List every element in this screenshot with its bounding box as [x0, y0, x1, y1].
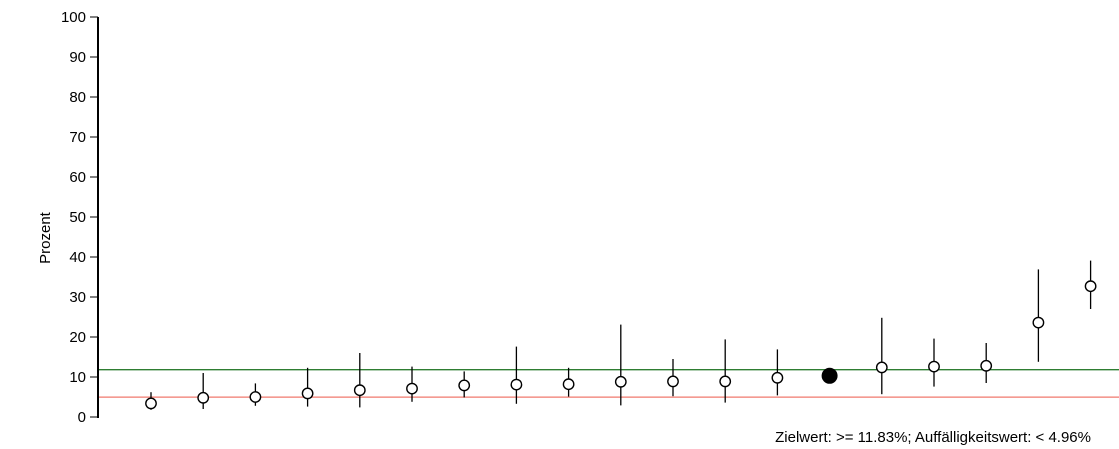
y-tick-label: 90: [69, 49, 86, 66]
chart-caption: Zielwert: >= 11.83%; Auffälligkeitswert:…: [775, 429, 1091, 446]
data-point: [301, 387, 314, 400]
reference-lines: [99, 369, 1119, 398]
data-point: [510, 378, 523, 391]
data-point: [458, 379, 471, 392]
data-point: [928, 360, 940, 373]
data-point: [1084, 280, 1097, 293]
y-tick-label: 20: [69, 329, 86, 346]
y-tick-label: 40: [69, 249, 86, 266]
y-tick-label: 30: [69, 289, 86, 306]
data-point: [667, 375, 679, 388]
data-points: [145, 260, 1097, 410]
data-point: [771, 371, 784, 384]
y-tick-label: 50: [69, 209, 86, 226]
data-point: [353, 384, 366, 397]
data-point: [875, 361, 888, 374]
y-axis-title: Prozent: [37, 211, 54, 264]
y-tick-label: 80: [69, 89, 86, 106]
y-axis: 0 10 20 30 40 50 60 70 80 90 100: [61, 9, 99, 426]
data-point: [614, 375, 627, 388]
data-point: [719, 375, 732, 388]
data-point: [406, 382, 418, 395]
y-tick-label: 10: [69, 369, 86, 386]
y-tick-label: 60: [69, 169, 86, 186]
data-point: [145, 397, 157, 410]
data-point: [197, 391, 210, 404]
data-point: [249, 391, 262, 403]
data-point: [1032, 316, 1045, 329]
y-tick-label: 70: [69, 129, 86, 146]
y-tick-label: 100: [61, 9, 86, 26]
highlighted-point: [821, 367, 838, 384]
y-tick-label: 0: [78, 409, 86, 426]
data-point: [562, 378, 575, 391]
data-point: [980, 359, 993, 372]
